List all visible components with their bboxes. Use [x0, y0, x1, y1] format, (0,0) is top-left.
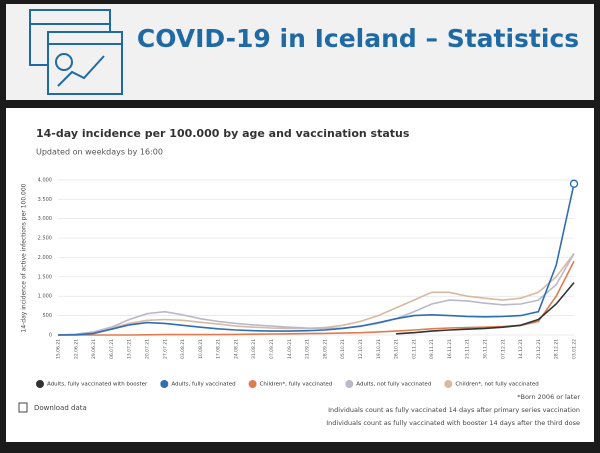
x-tick-label: 16.11.21 — [447, 339, 453, 359]
y-tick-label: 4.000 — [38, 177, 52, 183]
x-tick-label: 23.11.21 — [465, 339, 471, 359]
y-tick-label: 1.000 — [38, 294, 52, 300]
note: *Born 2006 or later — [517, 393, 580, 401]
x-tick-label: 13.07.21 — [127, 339, 133, 359]
legend-label: Children*, fully vaccinated — [260, 382, 333, 388]
legend-label: Adults, not fully vaccinated — [356, 382, 431, 388]
header-title: COVID-19 in Iceland – Statistics — [137, 24, 579, 53]
x-tick-label: 21.09.21 — [305, 339, 311, 359]
x-tick-label: 29.06.21 — [91, 339, 97, 359]
series-line — [58, 260, 575, 336]
legend-swatch — [444, 380, 453, 388]
series-line — [57, 183, 575, 336]
x-tick-label: 26.10.21 — [394, 339, 400, 359]
series-line — [396, 282, 575, 335]
legend-label: Adults, fully vaccinated — [171, 382, 235, 388]
y-tick-label: 1.500 — [38, 274, 52, 280]
note: Individuals count as fully vaccinated wi… — [326, 419, 580, 427]
y-tick-label: 2.000 — [38, 255, 52, 261]
x-tick-label: 09.11.21 — [429, 339, 435, 359]
x-tick-label: 15.06.21 — [56, 339, 62, 359]
legend-label: Adults, fully vaccinated with booster — [47, 382, 148, 388]
note: Individuals count as fully vaccinated 14… — [328, 406, 580, 414]
x-tick-label: 22.06.21 — [73, 339, 79, 359]
x-tick-label: 03.01.22 — [572, 339, 578, 359]
y-tick-label: 0 — [49, 333, 52, 339]
chart-subtitle: Updated on weekdays by 16:00 — [36, 148, 163, 157]
x-tick-label: 03.08.21 — [180, 339, 186, 359]
x-tick-label: 17.08.21 — [216, 339, 222, 359]
x-tick-label: 20.07.21 — [144, 339, 150, 359]
x-tick-label: 06.07.21 — [109, 339, 115, 359]
download-link[interactable]: Download data — [34, 404, 87, 412]
x-tick-label: 05.10.21 — [340, 339, 346, 359]
legend-label: Children*, not fully vaccinated — [455, 382, 538, 388]
x-tick-label: 14.12.21 — [518, 339, 524, 359]
series-line — [57, 253, 575, 336]
end-marker — [569, 179, 579, 188]
y-tick-label: 2.500 — [38, 236, 52, 242]
x-tick-label: 28.09.21 — [322, 339, 328, 359]
x-tick-label: 24.08.21 — [233, 339, 239, 359]
download-icon[interactable] — [18, 402, 28, 413]
legend-swatch — [36, 380, 44, 388]
y-tick-label: 3.000 — [38, 216, 52, 222]
x-tick-label: 30.11.21 — [483, 339, 489, 359]
x-tick-label: 27.07.21 — [162, 339, 168, 359]
x-tick-label: 19.10.21 — [376, 339, 382, 359]
legend-swatch — [160, 380, 169, 388]
y-tick-label: 3.500 — [38, 197, 52, 203]
chart-title: 14-day incidence per 100.000 by age and … — [36, 127, 410, 140]
header-icon — [29, 9, 123, 95]
x-tick-label: 21.12.21 — [536, 339, 542, 359]
legend-swatch — [345, 380, 354, 388]
y-tick-label: 500 — [42, 313, 52, 319]
legend-swatch — [248, 380, 257, 388]
x-tick-label: 12.10.21 — [358, 339, 364, 359]
x-tick-label: 07.09.21 — [269, 339, 275, 359]
y-axis-label: 14-day incidence of active infections pe… — [21, 183, 28, 332]
chart-panel — [6, 108, 594, 442]
x-tick-label: 28.12.21 — [554, 339, 560, 359]
x-tick-label: 10.08.21 — [198, 339, 204, 359]
x-tick-label: 14.09.21 — [287, 339, 293, 359]
x-tick-label: 31.08.21 — [251, 339, 257, 359]
x-tick-label: 07.12.21 — [500, 339, 506, 359]
x-tick-label: 02.11.21 — [411, 339, 417, 359]
